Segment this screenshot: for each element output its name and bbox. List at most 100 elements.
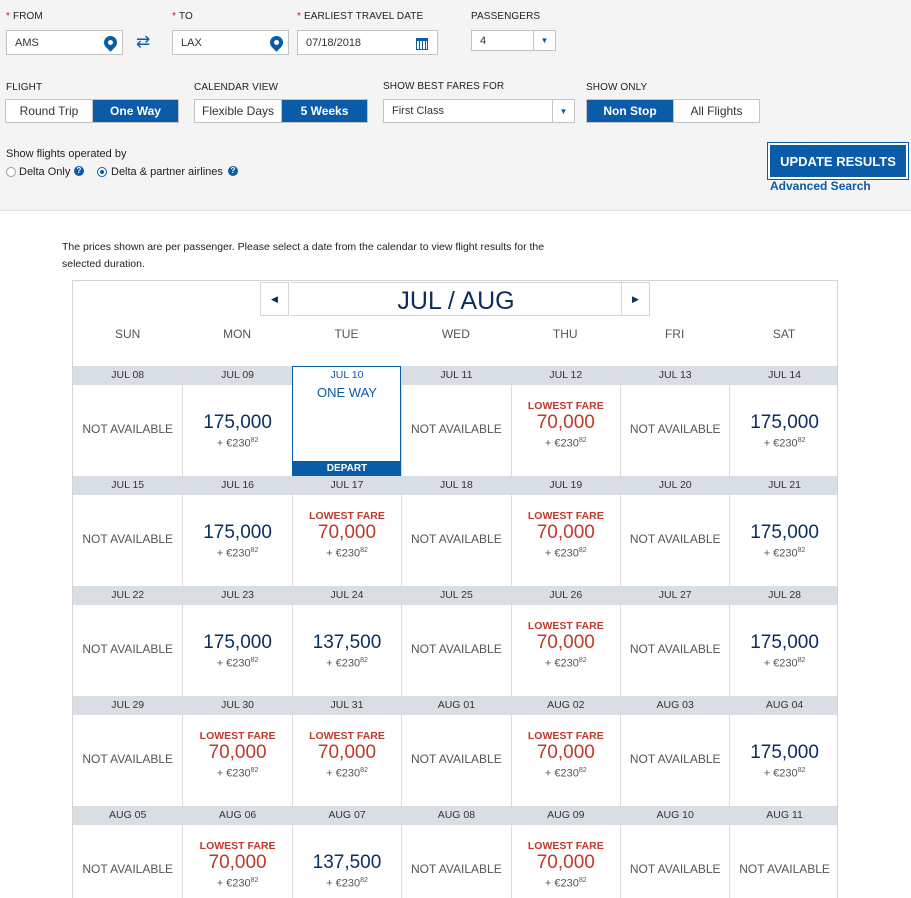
tax-amount: + €230 (763, 767, 798, 780)
calendar-day[interactable]: JUL 19 LOWEST FARE 70,000 + €23082 (510, 476, 620, 586)
tax-amount: + €230 (216, 767, 251, 780)
calendar-day-selected[interactable]: JUL 10 ONE WAY DEPART (291, 366, 402, 476)
fare-tax: + €23082 (293, 547, 401, 560)
update-results-button[interactable]: UPDATE RESULTS (770, 145, 906, 177)
fare-tax: + €23082 (730, 437, 837, 450)
calendar-day[interactable]: JUL 14 175,000 + €23082 (729, 366, 837, 476)
day-date: JUL 13 (621, 366, 730, 385)
day-body: NOT AVAILABLE (402, 715, 510, 806)
tax-cents: 82 (797, 437, 806, 444)
flexible-days-option[interactable]: Flexible Days (201, 104, 275, 118)
calendar-icon[interactable] (416, 38, 428, 50)
calendar-day[interactable]: AUG 04 175,000 + €23082 (729, 696, 837, 806)
swap-icon[interactable]: ⇄ (136, 32, 151, 51)
fare-tax: + €23082 (512, 437, 620, 450)
calendar-day[interactable]: AUG 09 LOWEST FARE 70,000 + €23082 (510, 806, 620, 898)
day-body: NOT AVAILABLE (402, 385, 510, 476)
calendar-day[interactable]: JUL 30 LOWEST FARE 70,000 + €23082 (182, 696, 292, 806)
passengers-select[interactable]: 4 ▼ (471, 30, 556, 51)
to-value: LAX (181, 36, 202, 49)
calendar-day[interactable]: JUL 28 175,000 + €23082 (729, 586, 837, 696)
to-field[interactable]: LAX (172, 30, 289, 55)
travel-date-field[interactable]: 07/18/2018 (297, 30, 438, 55)
day-body: NOT AVAILABLE (621, 385, 729, 476)
round-trip-option[interactable]: Round Trip (19, 104, 79, 118)
fare-miles: 175,000 (203, 412, 272, 433)
tax-cents: 82 (578, 437, 587, 444)
calendar-day[interactable]: AUG 06 LOWEST FARE 70,000 + €23082 (182, 806, 292, 898)
chevron-down-icon: ▼ (552, 100, 574, 122)
day-date: AUG 05 (73, 806, 183, 825)
not-available-text: NOT AVAILABLE (739, 862, 830, 876)
day-date: JUL 29 (73, 696, 183, 715)
calendar-day[interactable]: JUL 26 LOWEST FARE 70,000 + €23082 (510, 586, 620, 696)
not-available-text: NOT AVAILABLE (82, 422, 174, 436)
not-available-text: NOT AVAILABLE (411, 642, 502, 656)
day-body: NOT AVAILABLE (621, 495, 729, 586)
calendar-day: JUL 18 NOT AVAILABLE (401, 476, 511, 586)
day-date: JUL 25 (402, 586, 511, 605)
day-body: NOT AVAILABLE (73, 495, 182, 586)
day-body: 175,000 + €23082 (730, 385, 837, 476)
calendar-day[interactable]: JUL 24 137,500 + €23082 (291, 586, 402, 696)
help-icon[interactable]: ? (228, 166, 238, 176)
day-date: JUL 22 (73, 586, 183, 605)
from-field[interactable]: AMS (6, 30, 123, 55)
day-body: LOWEST FARE 70,000 + €23082 (512, 825, 620, 898)
day-date: JUL 09 (183, 366, 292, 385)
day-date: AUG 11 (730, 806, 837, 825)
delta-partner-label: Delta & partner airlines (111, 166, 223, 178)
operated-by-label: Show flights operated by (6, 148, 127, 160)
one-way-option[interactable]: One Way (92, 100, 178, 122)
next-month-button[interactable]: ▶ (621, 282, 650, 316)
calendar-day[interactable]: JUL 31 LOWEST FARE 70,000 + €23082 (291, 696, 402, 806)
calendar-day[interactable]: JUL 12 LOWEST FARE 70,000 + €23082 (510, 366, 620, 476)
day-body: LOWEST FARE 70,000 + €23082 (512, 495, 620, 586)
fare-tax: + €23082 (512, 657, 620, 670)
delta-only-radio[interactable] (6, 167, 16, 177)
five-weeks-option[interactable]: 5 Weeks (281, 100, 367, 122)
weekday-label: THU (552, 327, 578, 341)
previous-month-button[interactable]: ◀ (260, 282, 289, 316)
calendar-week-row: AUG 05 NOT AVAILABLE AUG 06 LOWEST FARE 70,0… (73, 806, 837, 898)
tax-cents: 82 (250, 767, 259, 774)
fare-miles: 175,000 (203, 632, 272, 653)
tax-cents: 82 (250, 657, 259, 664)
not-available-text: NOT AVAILABLE (82, 642, 174, 656)
fare-class-select[interactable]: First Class ▼ (383, 99, 575, 123)
calendar-day[interactable]: JUL 09 175,000 + €23082 (182, 366, 292, 476)
calendar-week-row: JUL 29 NOT AVAILABLE JUL 30 LOWEST FARE 70,0… (73, 696, 837, 806)
lowest-fare-label: LOWEST FARE (527, 730, 604, 742)
day-date: AUG 06 (183, 806, 292, 825)
calendar-day[interactable]: JUL 23 175,000 + €23082 (182, 586, 292, 696)
day-body: 175,000 + €23082 (730, 605, 837, 696)
day-body: LOWEST FARE 70,000 + €23082 (293, 495, 401, 586)
tax-amount: + €230 (326, 877, 361, 890)
delta-partner-radio[interactable] (97, 167, 107, 177)
advanced-search-link[interactable]: Advanced Search (770, 179, 871, 193)
calendar-day[interactable]: JUL 17 LOWEST FARE 70,000 + €23082 (291, 476, 402, 586)
calendar-day: AUG 11 NOT AVAILABLE (729, 806, 837, 898)
fare-miles: 70,000 (536, 742, 595, 763)
help-icon[interactable]: ? (74, 166, 84, 176)
calendar-day[interactable]: AUG 07 137,500 + €23082 (291, 806, 402, 898)
day-date: JUL 20 (621, 476, 730, 495)
tax-cents: 82 (250, 437, 259, 444)
fare-tax: + €23082 (512, 877, 620, 890)
all-flights-option[interactable]: All Flights (673, 100, 759, 122)
from-value: AMS (15, 36, 39, 49)
day-body: NOT AVAILABLE (73, 715, 182, 806)
fare-miles: 175,000 (750, 632, 819, 653)
location-pin-icon (101, 33, 120, 52)
day-body: 175,000 + €23082 (730, 495, 837, 586)
day-body: 175,000 + €23082 (183, 385, 291, 476)
weekday-label: WED (441, 327, 470, 341)
calendar-day[interactable]: AUG 02 LOWEST FARE 70,000 + €23082 (510, 696, 620, 806)
calendar-day[interactable]: JUL 16 175,000 + €23082 (182, 476, 292, 586)
fare-tax: + €23082 (183, 437, 291, 450)
non-stop-option[interactable]: Non Stop (587, 100, 673, 122)
fare-miles: 175,000 (750, 522, 819, 543)
fare-tax: + €23082 (293, 767, 401, 780)
calendar-day: AUG 03 NOT AVAILABLE (620, 696, 730, 806)
calendar-day[interactable]: JUL 21 175,000 + €23082 (729, 476, 837, 586)
